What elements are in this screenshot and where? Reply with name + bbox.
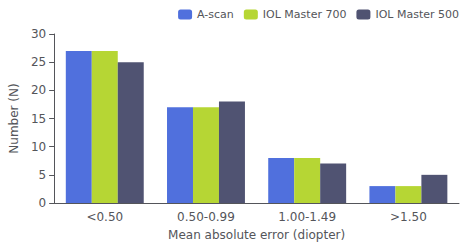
svg-text:15: 15 [31, 112, 46, 126]
svg-text:<0.50: <0.50 [86, 210, 123, 224]
svg-text:10: 10 [31, 140, 46, 154]
svg-text:5: 5 [39, 168, 47, 182]
svg-text:A-scan: A-scan [197, 8, 234, 21]
svg-text:1.00-1.49: 1.00-1.49 [278, 210, 336, 224]
svg-text:IOL Master 500: IOL Master 500 [375, 8, 459, 21]
svg-text:IOL Master 700: IOL Master 700 [263, 8, 347, 21]
svg-text:0.50-0.99: 0.50-0.99 [177, 210, 235, 224]
svg-text:25: 25 [31, 55, 46, 69]
svg-text:20: 20 [31, 83, 46, 97]
svg-text:0: 0 [39, 196, 47, 210]
svg-text:>1.50: >1.50 [390, 210, 427, 224]
svg-text:30: 30 [31, 27, 46, 41]
svg-text:Mean absolute error (diopter): Mean absolute error (diopter) [168, 228, 345, 242]
svg-text:Number (N): Number (N) [7, 83, 21, 153]
